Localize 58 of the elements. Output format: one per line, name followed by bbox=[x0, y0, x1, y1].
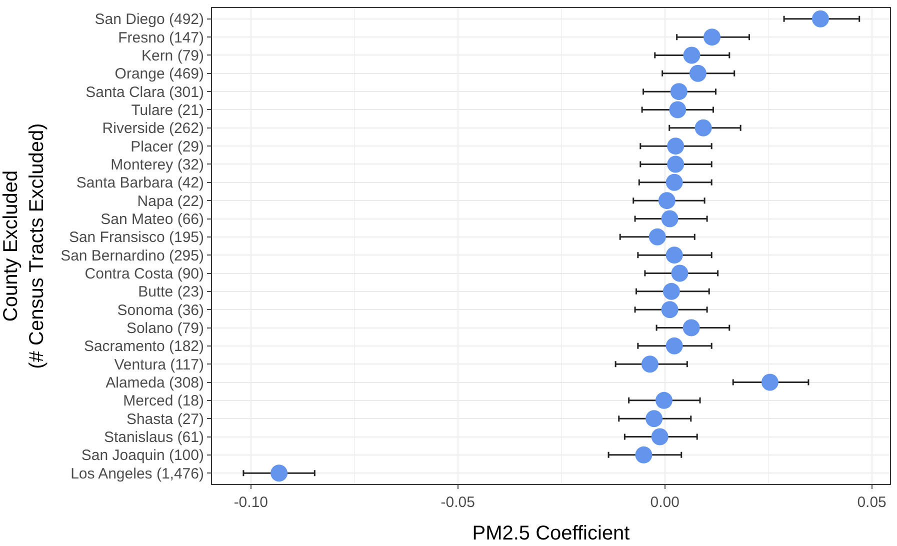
point bbox=[704, 28, 721, 46]
point bbox=[651, 428, 668, 446]
y-tick-label: San Mateo (66) bbox=[100, 211, 204, 228]
point bbox=[670, 83, 688, 100]
y-tick-label: Sonoma (36) bbox=[117, 302, 204, 319]
point bbox=[270, 464, 288, 482]
point bbox=[667, 138, 684, 155]
point bbox=[669, 101, 686, 118]
y-tick-label: Monterey (32) bbox=[110, 156, 204, 174]
x-tick-label: 0.05 bbox=[857, 494, 886, 511]
y-tick-label: Sacramento (182) bbox=[84, 338, 204, 356]
y-tick-label: Merced (18) bbox=[123, 392, 204, 410]
point bbox=[661, 301, 678, 318]
point bbox=[635, 446, 652, 464]
y-tick-label: San Fransisco (195) bbox=[68, 229, 204, 246]
point bbox=[812, 10, 829, 28]
point bbox=[666, 246, 683, 264]
y-tick-label: Santa Barbara (42) bbox=[76, 174, 204, 192]
point bbox=[683, 46, 700, 64]
y-tick-label: San Bernardino (295) bbox=[60, 247, 204, 264]
point bbox=[682, 319, 700, 336]
point bbox=[671, 264, 688, 282]
point bbox=[656, 392, 672, 409]
point bbox=[689, 64, 706, 82]
y-tick-label: Shasta (27) bbox=[126, 410, 204, 428]
y-tick-label: Placer (29) bbox=[130, 138, 204, 156]
y-tick-label: Santa Clara (301) bbox=[86, 84, 204, 101]
y-tick-label: Riverside (262) bbox=[102, 120, 204, 138]
point bbox=[667, 156, 684, 173]
y-tick-label: San Joaquin (100) bbox=[81, 447, 204, 464]
y-tick-label: San Diego (492) bbox=[94, 11, 204, 28]
point bbox=[661, 210, 678, 228]
y-tick-label: Butte (23) bbox=[138, 284, 204, 301]
y-tick-label: Alameda (308) bbox=[106, 374, 204, 392]
y-tick-label: Stanislaus (61) bbox=[104, 429, 204, 446]
y-tick-label: Tulare (21) bbox=[131, 102, 204, 119]
y-tick-label: Orange (469) bbox=[114, 66, 204, 83]
point bbox=[658, 192, 676, 210]
y-tick-label: Los Angeles (1,476) bbox=[70, 465, 204, 482]
point bbox=[648, 228, 666, 246]
point bbox=[761, 374, 778, 391]
point bbox=[646, 410, 663, 428]
point bbox=[666, 337, 683, 354]
y-tick-label: Napa (22) bbox=[137, 192, 204, 210]
y-tick-label: Ventura (117) bbox=[114, 356, 204, 374]
y-tick-label: Contra Costa (90) bbox=[84, 266, 204, 282]
x-tick-label: -0.05 bbox=[440, 494, 475, 511]
x-tick-label: -0.10 bbox=[234, 494, 268, 511]
point bbox=[694, 119, 712, 136]
point bbox=[662, 282, 680, 300]
y-axis-title: County Excluded (# Census Tracts Excluded) bbox=[0, 123, 48, 369]
y-tick-label: Fresno (147) bbox=[118, 29, 204, 46]
point bbox=[641, 356, 658, 373]
x-tick-label: 0.00 bbox=[650, 494, 680, 511]
x-axis-title: PM2.5 Coefficient bbox=[472, 522, 630, 544]
point bbox=[666, 174, 683, 191]
y-tick-label: Solano (79) bbox=[126, 320, 204, 338]
y-tick-label: Kern (79) bbox=[141, 47, 204, 64]
